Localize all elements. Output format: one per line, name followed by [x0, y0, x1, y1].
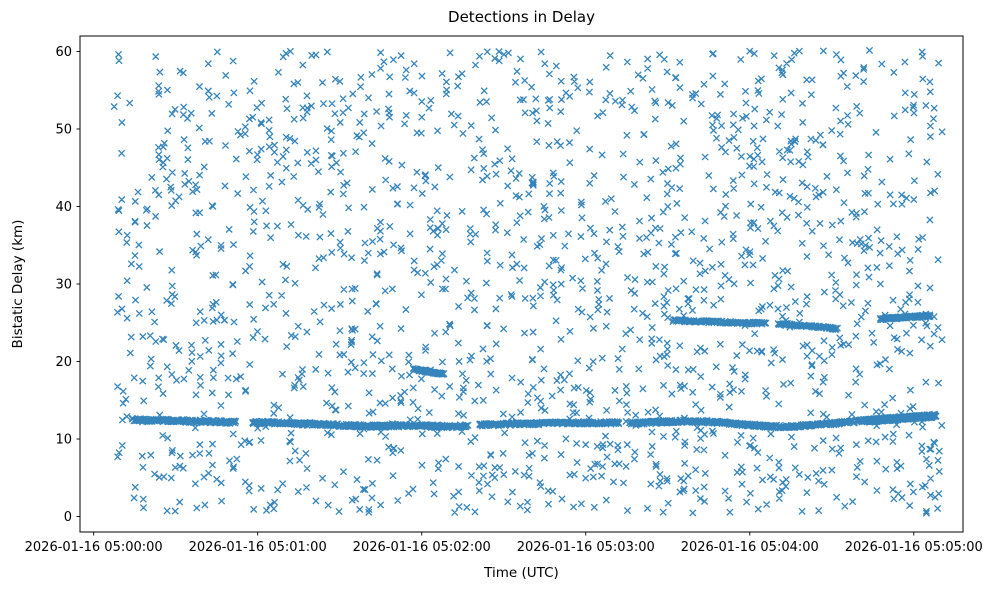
y-tick-label-0: 0: [64, 510, 72, 525]
y-tick-label-2: 20: [55, 355, 72, 370]
chart-title: Detections in Delay: [448, 8, 595, 26]
y-tick-label-3: 30: [55, 278, 72, 293]
x-tick-label-2: 2026-01-16 05:02:00: [353, 540, 491, 555]
y-tick-label-4: 40: [55, 200, 72, 215]
y-axis-label: Bistatic Delay (km): [10, 220, 26, 349]
scatter-points: [110, 46, 946, 517]
y-tick-label-6: 60: [55, 45, 72, 60]
x-tick-label-0: 2026-01-16 05:00:00: [25, 540, 163, 555]
axes-frame: [79, 35, 964, 533]
x-tick-label-4: 2026-01-16 05:04:00: [681, 540, 819, 555]
x-axis-label: Time (UTC): [483, 565, 559, 581]
y-tick-label-5: 50: [55, 123, 72, 138]
x-tick-label-3: 2026-01-16 05:03:00: [517, 540, 655, 555]
x-tick-label-1: 2026-01-16 05:01:00: [189, 540, 327, 555]
y-tick-label-1: 10: [55, 433, 72, 448]
x-tick-label-5: 2026-01-16 05:05:00: [845, 540, 983, 555]
